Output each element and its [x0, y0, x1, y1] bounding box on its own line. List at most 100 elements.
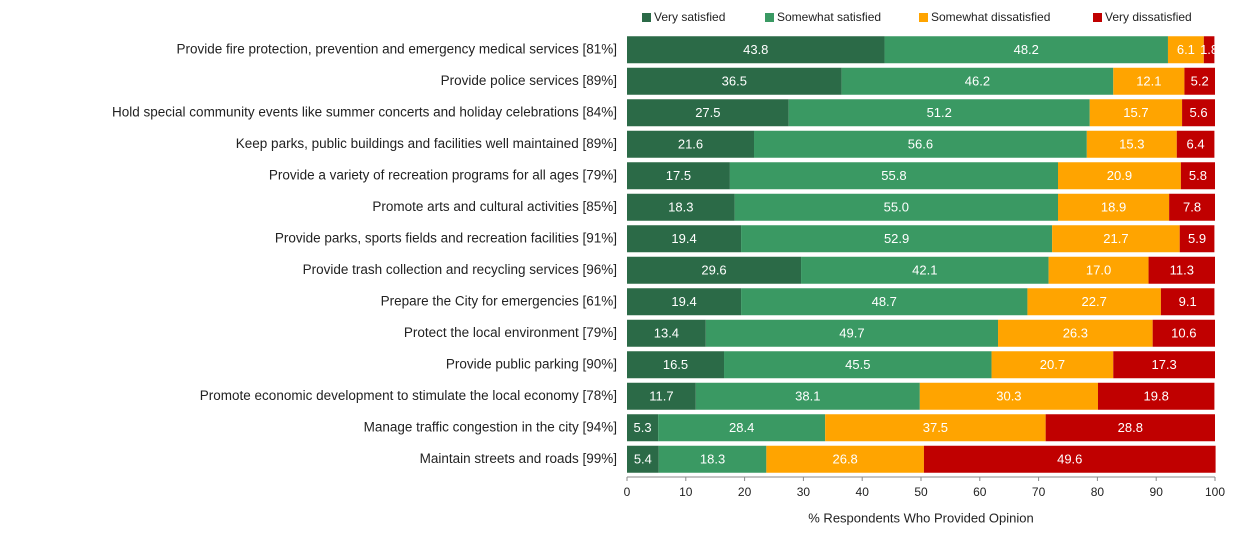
bar-segment [1097, 382, 1215, 410]
legend-swatch [642, 13, 651, 22]
bar-segment [1203, 36, 1215, 64]
bar-segment [1086, 130, 1177, 158]
x-tick-label: 10 [679, 485, 693, 499]
bar-segment [1176, 130, 1215, 158]
data-label: 26.3 [1063, 326, 1088, 341]
bar-segment [1167, 36, 1204, 64]
data-label: 45.5 [845, 357, 870, 372]
bar-segment [627, 193, 735, 221]
bar-segment [627, 445, 659, 473]
legend-swatch [765, 13, 774, 22]
bar-segment [658, 445, 767, 473]
category-label: Manage traffic congestion in the city [9… [364, 419, 617, 434]
category-label: Prepare the City for emergencies [61%] [381, 293, 617, 308]
data-label: 46.2 [965, 74, 990, 89]
data-label: 1.8 [1200, 42, 1218, 57]
data-label: 29.6 [701, 263, 726, 278]
data-label: 52.9 [884, 231, 909, 246]
data-label: 17.0 [1086, 263, 1111, 278]
bar-segment [1058, 162, 1181, 190]
bar-segment [627, 36, 885, 64]
data-label: 5.6 [1189, 105, 1207, 120]
data-label: 5.4 [634, 452, 652, 467]
data-label: 5.3 [634, 420, 652, 435]
bar-segment [1148, 256, 1215, 284]
bar-segment [627, 288, 742, 316]
legend-label: Somewhat dissatisfied [931, 10, 1050, 24]
data-label: 19.4 [671, 231, 696, 246]
data-label: 15.7 [1123, 105, 1148, 120]
bar-segment [729, 162, 1059, 190]
bar-segment [1182, 99, 1215, 127]
bar-segment [754, 130, 1087, 158]
category-label: Maintain streets and roads [99%] [420, 451, 617, 466]
bar-segment [1045, 414, 1215, 442]
data-label: 5.8 [1189, 168, 1207, 183]
bar-segment [1113, 67, 1185, 95]
bar-segment [627, 351, 725, 379]
legend-label: Very dissatisfied [1105, 10, 1192, 24]
x-tick-label: 50 [914, 485, 928, 499]
bar-segment [627, 225, 742, 253]
bar-segment [1052, 225, 1180, 253]
data-label: 16.5 [663, 357, 688, 372]
legend-label: Very satisfied [654, 10, 725, 24]
bar-segment [1179, 225, 1215, 253]
bar-segment [627, 67, 842, 95]
data-label: 18.3 [668, 200, 693, 215]
x-tick-label: 60 [973, 485, 987, 499]
data-label: 43.8 [743, 42, 768, 57]
x-tick-label: 100 [1205, 485, 1225, 499]
bar-segment [884, 36, 1168, 64]
category-label: Provide trash collection and recycling s… [303, 262, 617, 277]
category-label: Provide parks, sports fields and recreat… [275, 230, 617, 245]
bar-segment [627, 414, 659, 442]
data-label: 21.7 [1103, 231, 1128, 246]
data-label: 48.2 [1014, 42, 1039, 57]
data-label: 10.6 [1171, 326, 1196, 341]
data-label: 28.8 [1118, 420, 1143, 435]
data-label: 20.7 [1040, 357, 1065, 372]
bar-segment [1160, 288, 1215, 316]
data-label: 22.7 [1082, 294, 1107, 309]
data-label: 19.4 [671, 294, 696, 309]
bar-segment [627, 319, 706, 347]
data-label: 36.5 [722, 74, 747, 89]
x-tick-label: 0 [624, 485, 631, 499]
legend-swatch [1093, 13, 1102, 22]
bar-segment [741, 288, 1028, 316]
bar-segment [1089, 99, 1183, 127]
bar-segment [1169, 193, 1215, 221]
data-label: 28.4 [729, 420, 754, 435]
data-label: 12.1 [1136, 74, 1161, 89]
x-axis-label: % Respondents Who Provided Opinion [808, 510, 1033, 525]
category-label: Promote arts and cultural activities [85… [372, 199, 617, 214]
category-label: Promote economic development to stimulat… [200, 388, 617, 403]
bar-segment [695, 382, 920, 410]
bar-segment [627, 256, 802, 284]
data-label: 26.8 [832, 452, 857, 467]
data-label: 18.3 [700, 452, 725, 467]
category-label: Keep parks, public buildings and facilit… [236, 136, 617, 151]
data-label: 37.5 [923, 420, 948, 435]
bar-segment [1113, 351, 1215, 379]
bar-segment [766, 445, 924, 473]
data-label: 20.9 [1107, 168, 1132, 183]
data-label: 48.7 [872, 294, 897, 309]
x-tick-label: 20 [738, 485, 752, 499]
bar-segment [1152, 319, 1215, 347]
x-tick-label: 30 [797, 485, 811, 499]
bar-segment [627, 162, 730, 190]
data-label: 19.8 [1144, 389, 1169, 404]
bar-segment [741, 225, 1053, 253]
data-label: 17.5 [666, 168, 691, 183]
data-label: 15.3 [1119, 137, 1144, 152]
data-label: 42.1 [912, 263, 937, 278]
data-label: 5.2 [1191, 74, 1209, 89]
data-label: 6.4 [1187, 137, 1205, 152]
x-tick-label: 90 [1150, 485, 1164, 499]
bar-segment [998, 319, 1153, 347]
bar-segment [1184, 67, 1215, 95]
bar-segment [801, 256, 1049, 284]
